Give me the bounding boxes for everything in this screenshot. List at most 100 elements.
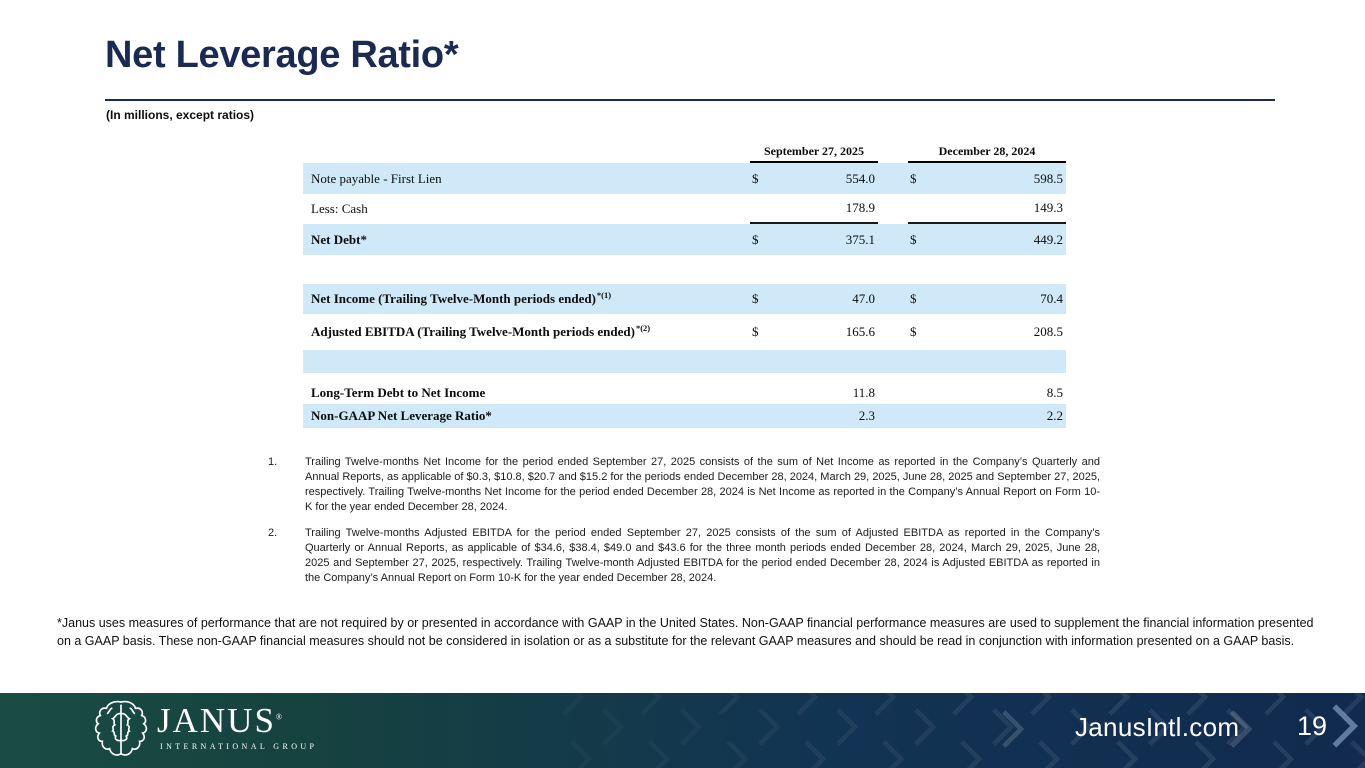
chevron-icon [958,739,983,768]
chevron-icon [1114,739,1139,768]
value-cell: 449.2 [1033,231,1063,247]
dollar-sign: $ [910,170,917,186]
table-row: Adjusted EBITDA (Trailing Twelve-Month p… [303,314,1066,350]
value-cell: 165.6 [845,324,875,339]
chevron-icon [1192,739,1217,768]
dollar-sign: $ [752,291,759,306]
table-row [303,350,1066,373]
row-label [303,373,750,381]
value-cell: 149.3 [933,194,1066,224]
value-cell: 2.3 [858,408,875,423]
title-divider [105,99,1275,101]
website-link[interactable]: JanusIntl.com [1075,712,1240,742]
row-label: Note payable - First Lien [303,163,750,194]
column-gap [878,350,908,373]
chevron-icon [756,707,781,752]
table-row: Net Income (Trailing Twelve-Month period… [303,284,1066,314]
chevron-icon [1028,693,1053,722]
footnote-reference: *(1) [596,289,612,300]
page-title: Net Leverage Ratio* [105,34,459,76]
chevron-icon [950,693,975,722]
column-header-period-2: December 28, 2024 [908,143,1066,163]
row-label-text: Long-Term Debt to Net Income [311,384,486,400]
net-leverage-table: September 27, 2025 December 28, 2024 Not… [303,143,1066,428]
row-label-text: Non-GAAP Net Leverage Ratio* [311,408,492,423]
dollar-sign [908,381,933,404]
chevron-icon [678,707,703,752]
chevron-icon [1270,739,1295,768]
dollar-sign: $ [910,231,917,247]
row-label-text: Adjusted EBITDA (Trailing Twelve-Month p… [311,324,635,339]
value-cell: 375.1 [845,231,875,247]
row-label [303,255,750,284]
value-cell: 47.0 [852,291,875,306]
dollar-sign [908,373,933,381]
chevron-icon [834,707,859,752]
value-cell: 208.5 [1033,324,1063,339]
value-cell: 70.4 [1040,291,1063,306]
logo-name: JANUS [157,701,276,740]
row-label: Adjusted EBITDA (Trailing Twelve-Month p… [303,314,750,350]
gaap-disclaimer: *Janus uses measures of performance that… [57,616,1314,649]
dollar-sign [750,381,774,404]
column-gap [878,163,908,194]
chevron-icon [560,693,585,722]
table-row: Less: Cash 178.9 149.3 [303,194,1066,224]
value-cell [774,255,878,284]
row-label-text: Net Income (Trailing Twelve-Month period… [311,291,596,306]
value-cell: 598.5 [1033,170,1063,186]
column-gap [878,194,908,224]
footnote-reference: *(2) [635,322,651,333]
chevron-icon [872,693,897,722]
chevron-icon [912,707,937,752]
dollar-sign [750,194,774,224]
value-cell: 178.9 [774,194,878,224]
row-label-text: Note payable - First Lien [311,170,442,186]
dollar-sign [750,255,774,284]
page-number: 19 [1297,711,1328,741]
value-cell [933,373,1066,381]
footnote-text: Trailing Twelve-months Adjusted EBITDA f… [305,526,1100,584]
dollar-sign [908,350,933,373]
dollar-sign [908,255,933,284]
logo-wordmark: JANUS® INTERNATIONAL GROUP [157,703,317,751]
janus-logo: JANUS® INTERNATIONAL GROUP [93,699,317,761]
table-row: Note payable - First Lien $554.0 $598.5 [303,163,1066,194]
units-note: (In millions, except ratios) [106,108,255,122]
dollar-sign [908,404,933,428]
chevron-icon [638,693,663,722]
chevron-icon [1348,739,1365,768]
value-cell [933,350,1066,373]
value-cell: 8.5 [1046,384,1063,400]
table-row: Net Debt* $375.1 $449.2 [303,224,1066,255]
chevron-icon [600,707,625,752]
footnote-text: Trailing Twelve-months Net Income for th… [305,456,1100,513]
dollar-sign: $ [910,291,917,306]
chevron-icon [724,739,749,768]
dollar-sign: $ [752,170,759,186]
footnote-number: 1. [268,456,278,468]
chevron-icon [1262,693,1287,722]
row-label-text: Less: Cash [311,201,368,216]
dollar-sign: $ [752,231,759,247]
column-gap [878,255,908,284]
row-label: Less: Cash [303,194,750,224]
chevron-icon [880,739,905,768]
chevron-icon [716,693,741,722]
column-gap [878,373,908,381]
value-cell: 2.2 [1046,408,1063,423]
footnote-item: 1. Trailing Twelve-months Net Income for … [268,455,1100,515]
footnote-number: 2. [268,526,278,539]
chevron-icon [1000,709,1025,754]
table-row: Long-Term Debt to Net Income 11.8 8.5 [303,381,1066,404]
table-row [303,255,1066,284]
row-label-text: Net Debt* [311,231,367,247]
logo-subtitle: INTERNATIONAL GROUP [160,742,318,751]
chevron-icon [1036,739,1061,768]
chevron-icon [990,707,1015,752]
value-cell [933,255,1066,284]
table-header-row: September 27, 2025 December 28, 2024 [303,143,1066,163]
chevron-icon [794,693,819,722]
value-cell: 11.8 [852,384,875,400]
